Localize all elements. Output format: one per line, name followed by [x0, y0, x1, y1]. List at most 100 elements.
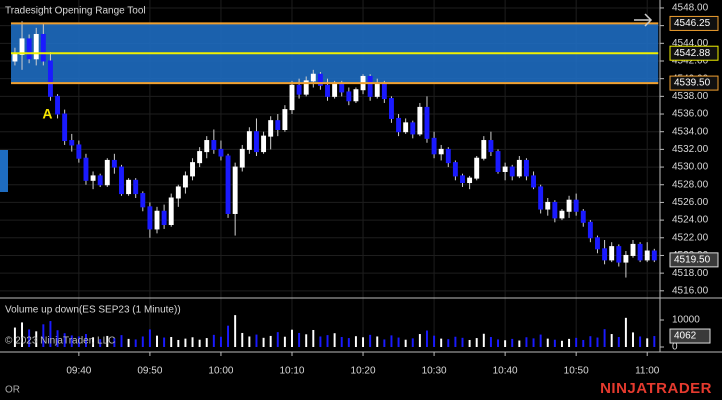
volume-bar [596, 337, 599, 347]
volume-bar [234, 315, 237, 347]
candle-body [388, 98, 394, 119]
volume-bar [21, 322, 24, 347]
candle-body [403, 122, 409, 133]
volume-bar [610, 334, 613, 347]
candle-body [417, 106, 423, 135]
x-tick-label: 09:40 [66, 366, 91, 377]
volume-bar [134, 339, 137, 347]
candle-body [90, 175, 96, 181]
side-tab[interactable] [0, 150, 8, 192]
volume-bar [92, 337, 95, 347]
candle-body [12, 53, 18, 62]
candle-body [545, 201, 551, 210]
volume-bar [425, 330, 428, 347]
volume-bar [198, 339, 201, 347]
volume-bar [489, 337, 492, 347]
candle-body [339, 82, 345, 93]
volume-bar [255, 334, 258, 347]
volume-bar [482, 333, 485, 347]
candle-body [104, 159, 110, 186]
volume-bar [553, 339, 556, 347]
last-price-label: 4519.50 [674, 255, 711, 266]
volume-bar [127, 338, 130, 347]
volume-bar [546, 338, 549, 347]
arrow-icon[interactable] [634, 13, 653, 27]
y-tick-label: 4518.00 [672, 268, 709, 279]
volume-bar [440, 338, 443, 347]
chart-title: Tradesight Opening Range Tool [5, 6, 146, 17]
volume-bar [156, 335, 158, 347]
candle-body [69, 140, 75, 146]
candle-body [310, 73, 316, 82]
y-tick-label: 4544.00 [672, 38, 709, 49]
volume-bar [291, 329, 293, 347]
volume-bar [120, 335, 123, 347]
candle-body [232, 166, 238, 214]
volume-bar [354, 336, 357, 347]
candle-body [161, 210, 167, 226]
candle-body [296, 84, 302, 95]
y-tick-label: 4542.00 [672, 56, 709, 67]
volume-bar [13, 327, 16, 347]
volume-bar [504, 340, 507, 347]
volume-bar [589, 336, 592, 347]
volume-bar [454, 336, 457, 347]
candle-body [197, 151, 203, 164]
candle-body [531, 175, 536, 188]
volume-bar [148, 329, 151, 347]
candle-body [182, 175, 188, 188]
y-tick-label: 4526.00 [672, 197, 709, 208]
y-tick-label: 4534.00 [672, 126, 709, 137]
volume-bar [205, 338, 208, 347]
candle-body [595, 237, 600, 250]
volume-bar [28, 329, 31, 347]
x-tick-label: 10:40 [493, 366, 518, 377]
volume-bar [99, 339, 102, 347]
candle-body [254, 131, 259, 153]
volume-bar [77, 336, 80, 347]
volume-bar [624, 317, 627, 347]
y-tick-label: 4522.00 [672, 232, 709, 243]
volume-bar [170, 337, 173, 347]
volume-bar [63, 333, 66, 347]
volume-bar [227, 325, 230, 347]
volume-bar [347, 338, 350, 347]
candle-body [460, 175, 465, 184]
y-tick-label: 4548.00 [672, 3, 709, 14]
candle-body [452, 162, 458, 177]
volume-bar [518, 340, 521, 347]
volume-bar [603, 329, 606, 347]
candle-body [40, 33, 46, 62]
volume-bar [418, 334, 421, 347]
y-tick-label: 4538.00 [672, 91, 709, 102]
candle-body [346, 91, 352, 102]
volume-bar [84, 334, 87, 347]
volume-bar [539, 334, 542, 347]
candle-body [481, 140, 487, 159]
volume-bar [632, 332, 634, 347]
axis: 4516.004518.004520.004522.004524.004526.… [66, 3, 719, 377]
y-tick-label: 4516.00 [672, 285, 709, 296]
candle-body [573, 199, 579, 212]
candle-body [602, 248, 608, 261]
candle-body [133, 179, 139, 195]
candle-body [261, 135, 267, 153]
volume-bar [433, 335, 436, 347]
candle-body [488, 140, 494, 153]
candle-body [317, 73, 323, 86]
volume-bar [184, 338, 187, 347]
x-tick-label: 09:50 [137, 366, 162, 377]
candle-body [552, 201, 558, 219]
volume-tick-label: 0 [672, 342, 678, 353]
x-tick-label: 11:00 [635, 366, 660, 377]
candle-body [559, 210, 565, 219]
candle-body [289, 84, 295, 111]
candle-body [651, 250, 657, 261]
y-tick-label: 4532.00 [672, 144, 709, 155]
candle-body [630, 243, 636, 256]
candle-body [33, 33, 39, 60]
volume-bar [333, 333, 336, 347]
y-tick-label: 4530.00 [672, 162, 709, 173]
candle-body [147, 206, 153, 230]
